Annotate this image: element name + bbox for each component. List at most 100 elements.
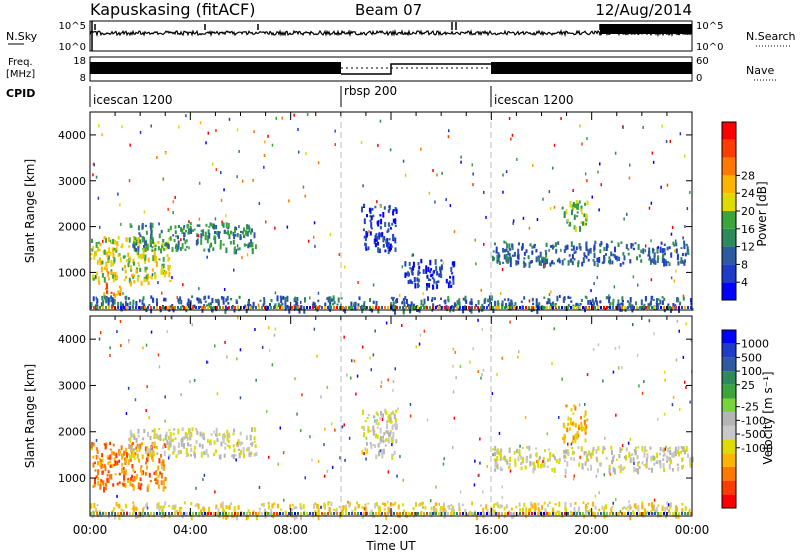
echo-cell (213, 440, 216, 445)
near-range-cell (453, 512, 455, 515)
echo-cell (195, 427, 198, 431)
scatter-cell (599, 162, 601, 166)
echo-cell (157, 502, 160, 508)
echo-cell (558, 457, 561, 462)
echo-cell (542, 262, 545, 269)
near-range-cell (411, 306, 413, 309)
echo-cell (172, 309, 175, 313)
echo-cell (618, 454, 621, 459)
echo-cell (394, 247, 397, 252)
echo-cell (100, 479, 103, 484)
scatter-cell (254, 328, 256, 331)
near-range-cell (120, 306, 122, 309)
near-range-cell (600, 306, 602, 309)
echo-cell (677, 261, 680, 266)
echo-cell (522, 457, 525, 464)
echo-cell (637, 244, 640, 250)
scatter-cell (653, 332, 655, 336)
echo-cell (374, 205, 377, 209)
scatter-cell (129, 143, 131, 147)
echo-cell (552, 454, 555, 458)
echo-cell (366, 214, 368, 218)
echo-cell (119, 292, 121, 296)
scatter-cell (188, 220, 190, 224)
echo-cell (592, 501, 595, 507)
echo-cell (132, 504, 135, 509)
scatter-cell (670, 276, 673, 280)
echo-cell (97, 276, 100, 283)
scatter-cell (668, 503, 670, 507)
near-range-cell (105, 512, 107, 515)
freq-label-1: Freq. (8, 57, 33, 68)
echo-cell (221, 501, 224, 508)
echo-cell (286, 295, 289, 302)
echo-cell (151, 268, 154, 272)
echo-cell (637, 507, 640, 512)
echo-cell (576, 203, 579, 210)
echo-cell (164, 501, 167, 506)
echo-cell (251, 442, 254, 446)
echo-cell (684, 449, 687, 452)
scatter-cell (642, 125, 644, 129)
scatter-cell (273, 333, 276, 337)
echo-cell (128, 438, 130, 441)
echo-cell (208, 232, 211, 236)
echo-cell (674, 509, 677, 515)
echo-cell (485, 504, 488, 510)
echo-cell (372, 214, 375, 218)
echo-cell (263, 298, 266, 305)
echo-cell (445, 278, 448, 284)
echo-cell (636, 256, 638, 261)
scatter-cell (661, 124, 663, 128)
near-range-cell (498, 306, 500, 309)
scatter-cell (311, 458, 313, 462)
colorbar-swatch (722, 122, 736, 140)
echo-cell (547, 458, 550, 462)
echo-cell (183, 501, 186, 505)
echo-cell (563, 454, 566, 458)
echo-cell (431, 273, 434, 277)
echo-cell (572, 204, 575, 210)
scatter-cell (664, 447, 667, 451)
scatter-cell (412, 253, 414, 257)
echo-cell (544, 508, 547, 514)
scatter-cell (92, 173, 94, 177)
scatter-cell (447, 135, 450, 139)
scatter-cell (621, 366, 623, 369)
scatter-cell (560, 248, 562, 252)
echo-cell (110, 295, 113, 300)
near-range-cell (270, 512, 272, 515)
echo-cell (689, 298, 692, 303)
scatter-cell (294, 377, 296, 381)
near-range-cell (612, 306, 614, 309)
scatter-cell (648, 319, 651, 323)
echo-cell (338, 505, 341, 508)
echo-cell (151, 249, 154, 252)
echo-cell (210, 302, 212, 306)
echo-cell (431, 299, 433, 302)
echo-cell (363, 432, 365, 438)
scatter-cell (102, 470, 104, 474)
echo-cell (520, 455, 523, 460)
echo-cell (405, 299, 408, 305)
echo-cell (112, 252, 115, 259)
scatter-cell (637, 283, 639, 287)
echo-cell (139, 484, 142, 491)
echo-cell (567, 451, 570, 456)
echo-cell (611, 260, 614, 265)
echo-cell (235, 511, 238, 515)
near-range-cell (624, 306, 626, 309)
scatter-cell (391, 443, 393, 447)
echo-cell (570, 241, 573, 247)
echo-cell (294, 296, 297, 302)
near-range-cell (111, 512, 113, 515)
echo-cell (585, 222, 587, 226)
echo-cell (507, 250, 510, 256)
scatter-cell (453, 416, 456, 420)
echo-cell (684, 259, 686, 263)
echo-cell (576, 303, 579, 306)
echo-cell (678, 451, 681, 457)
echo-cell (244, 304, 247, 308)
echo-cell (544, 249, 547, 252)
echo-cell (236, 232, 239, 238)
